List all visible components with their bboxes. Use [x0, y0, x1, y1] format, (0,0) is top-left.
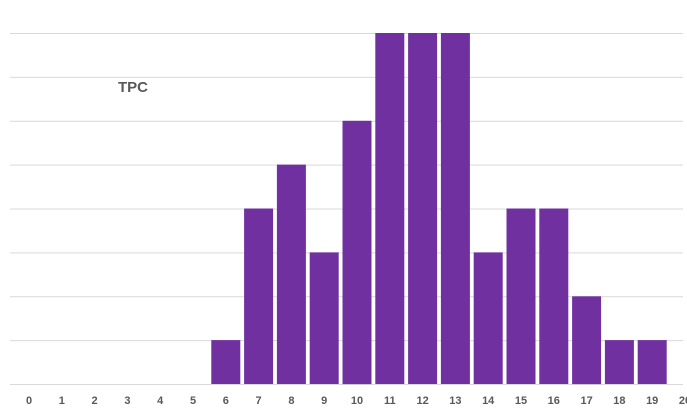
bar-15 — [506, 208, 536, 384]
bar-8 — [276, 164, 306, 384]
x-tick-label-14: 14 — [482, 395, 495, 407]
x-tick-label-0: 0 — [26, 395, 32, 407]
x-tick-label-20: 20 — [679, 395, 687, 407]
bar-16 — [539, 208, 569, 384]
bar-11 — [375, 33, 405, 384]
x-tick-label-11: 11 — [384, 395, 396, 407]
x-tick-label-13: 13 — [449, 395, 461, 407]
bar-6 — [211, 340, 241, 384]
x-tick-label-9: 9 — [321, 395, 327, 407]
bar-13 — [440, 33, 470, 384]
x-tick-label-18: 18 — [613, 395, 625, 407]
bar-14 — [473, 252, 503, 384]
x-tick-label-16: 16 — [548, 395, 560, 407]
bar-10 — [342, 120, 372, 385]
x-tick-label-15: 15 — [515, 395, 527, 407]
bars — [211, 33, 667, 385]
x-tick-label-1: 1 — [59, 395, 65, 407]
bar-17 — [572, 296, 602, 385]
bar-18 — [604, 340, 634, 384]
x-tick-label-8: 8 — [288, 395, 294, 407]
x-tick-label-6: 6 — [223, 395, 229, 407]
x-axis-tick-labels: 01234567891011121314151617181920 — [26, 395, 687, 407]
bar-12 — [408, 33, 438, 384]
x-tick-label-7: 7 — [256, 395, 262, 407]
chart-title: TPC — [118, 79, 148, 96]
x-tick-label-10: 10 — [351, 395, 363, 407]
x-tick-label-17: 17 — [580, 395, 592, 407]
bar-9 — [309, 252, 339, 384]
x-tick-label-5: 5 — [190, 395, 196, 407]
x-tick-label-4: 4 — [157, 395, 164, 407]
x-tick-label-2: 2 — [92, 395, 98, 407]
bar-7 — [244, 208, 274, 384]
bar-19 — [637, 340, 667, 384]
x-tick-label-3: 3 — [124, 395, 130, 407]
x-tick-label-19: 19 — [646, 395, 658, 407]
x-tick-label-12: 12 — [416, 395, 428, 407]
